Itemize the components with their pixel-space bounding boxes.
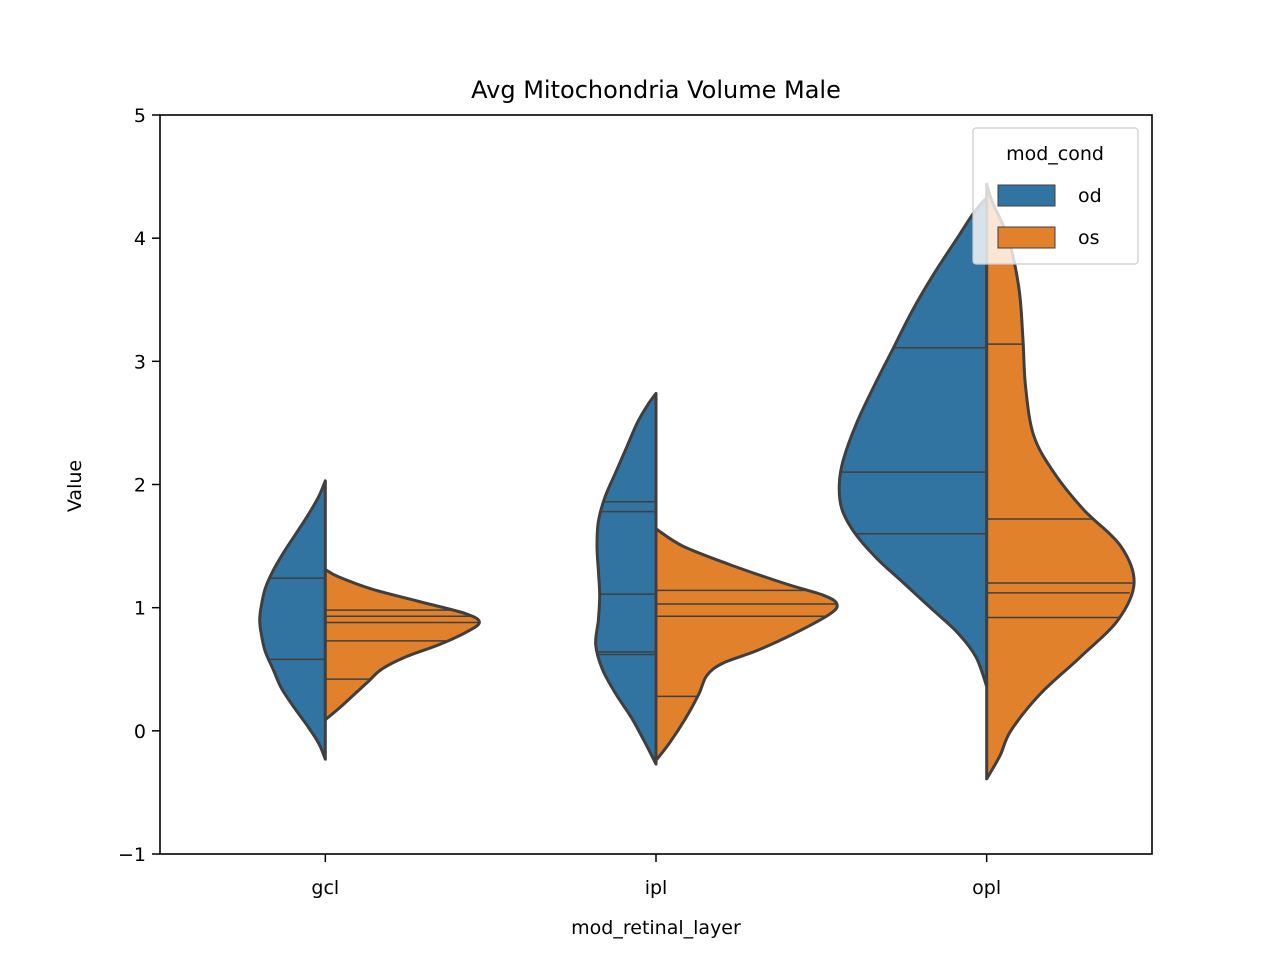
- legend-swatch-os: [997, 226, 1056, 249]
- x-tick-label-ipl: ipl: [645, 877, 668, 899]
- x-tick-label-gcl: gcl: [311, 877, 339, 899]
- violin-os-ipl: [654, 527, 839, 762]
- legend-swatch-od: [997, 184, 1056, 207]
- y-tick-label-0: −1: [118, 844, 146, 866]
- violin-od-gcl: [258, 479, 327, 761]
- legend: mod_cond od os: [972, 127, 1139, 265]
- y-tick-label-1: 0: [134, 721, 146, 743]
- y-tick-label-5: 4: [134, 228, 146, 250]
- y-tick-label-3: 2: [134, 475, 146, 497]
- legend-label-od: od: [1078, 185, 1102, 207]
- violin-os-gcl: [323, 568, 481, 722]
- y-axis: −1 0 1 2 3 4 5: [118, 105, 160, 866]
- y-axis-label: Value: [64, 460, 86, 512]
- violin-od-ipl: [594, 391, 658, 766]
- legend-title: mod_cond: [1006, 143, 1104, 165]
- chart-title: Avg Mitochondria Volume Male: [471, 76, 841, 104]
- x-axis-label: mod_retinal_layer: [571, 917, 741, 939]
- x-axis: gcl ipl opl: [311, 854, 1001, 899]
- x-tick-label-opl: opl: [972, 877, 1001, 899]
- violin-os-opl: [985, 182, 1136, 781]
- y-tick-label-2: 1: [134, 598, 146, 620]
- legend-label-os: os: [1078, 227, 1100, 249]
- y-tick-label-4: 3: [134, 351, 146, 373]
- y-tick-label-6: 5: [134, 105, 146, 127]
- violin-od-opl: [837, 196, 989, 688]
- violins-layer: [258, 182, 1136, 781]
